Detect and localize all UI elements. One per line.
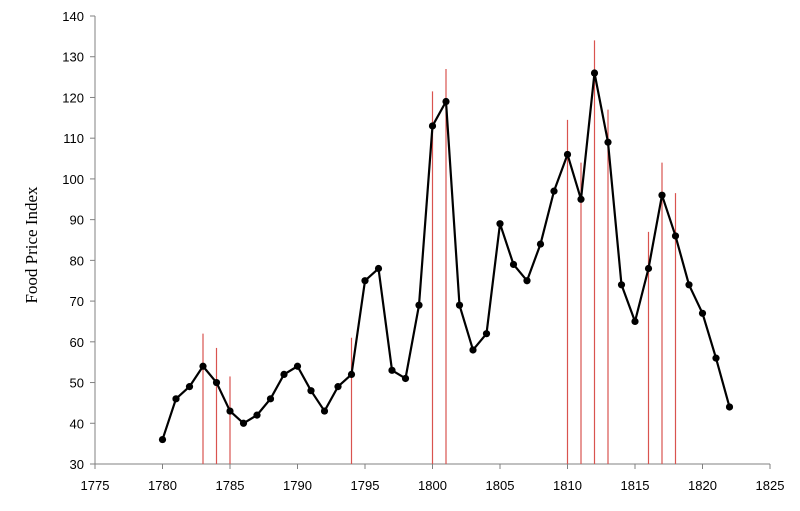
data-point [428,122,437,130]
y-tick-label: 90 [70,213,84,228]
data-point [523,277,531,285]
x-tick-label: 1775 [81,478,110,493]
data-point [388,366,396,374]
data-point [226,407,234,415]
y-tick-label: 70 [70,294,84,309]
data-point [482,330,491,338]
data-point [590,69,599,77]
data-point [698,309,707,317]
x-tick-label: 1805 [486,478,515,493]
data-point [617,281,626,289]
data-point [172,395,180,403]
data-point [455,301,464,309]
data-point [725,403,734,411]
data-point [374,264,383,273]
x-tick-label: 1810 [553,478,582,493]
y-tick-label: 30 [70,457,84,472]
data-point [212,378,221,387]
data-point [334,383,342,391]
data-point [536,240,545,248]
y-tick-label: 60 [70,335,84,350]
x-tick-label: 1785 [216,478,245,493]
y-axis-title: Food Price Index [22,186,41,304]
data-point [550,187,558,195]
data-point [469,346,477,354]
data-point [509,260,518,269]
data-point [401,374,410,383]
x-tick-label: 1825 [756,478,785,493]
data-point [293,362,302,370]
y-tick-label: 40 [70,416,84,431]
vertical-markers [202,40,677,464]
data-point [658,191,666,199]
data-point [563,150,572,159]
data-point [415,301,423,309]
data-point [644,264,653,273]
data-point [496,220,504,228]
data-point [320,407,329,415]
y-tick-label: 130 [62,50,84,65]
x-tick-label: 1820 [688,478,717,493]
y-tick-label: 80 [70,253,84,268]
x-tick-label: 1800 [418,478,447,493]
data-point [685,281,693,289]
y-axis-ticks: 30 40 50 60 70 80 90 100 110 120 130 140 [62,9,95,472]
x-tick-label: 1780 [148,478,177,493]
data-point [577,195,585,203]
data-point [712,354,720,362]
x-tick-label: 1795 [351,478,380,493]
data-point [158,435,167,444]
data-point [266,395,275,403]
data-point [442,97,450,106]
data-point [280,370,288,378]
y-tick-label: 110 [63,131,84,146]
data-point [239,419,248,427]
data-point [671,232,680,240]
data-point [604,138,612,146]
data-point [253,411,261,419]
data-point [347,370,356,378]
data-point [185,383,194,391]
y-tick-label: 100 [62,172,84,187]
x-tick-label: 1815 [621,478,650,493]
y-tick-label: 120 [62,90,84,105]
data-point [361,277,369,285]
data-point [307,387,315,395]
y-tick-label: 140 [62,9,84,24]
data-point [631,317,639,326]
series [158,69,734,444]
x-tick-label: 1790 [283,478,312,493]
x-axis-ticks: 1775 1780 1785 1790 1795 1800 1805 1810 1815 1820… [81,464,785,493]
data-point [199,362,207,370]
y-tick-label: 50 [70,376,84,391]
